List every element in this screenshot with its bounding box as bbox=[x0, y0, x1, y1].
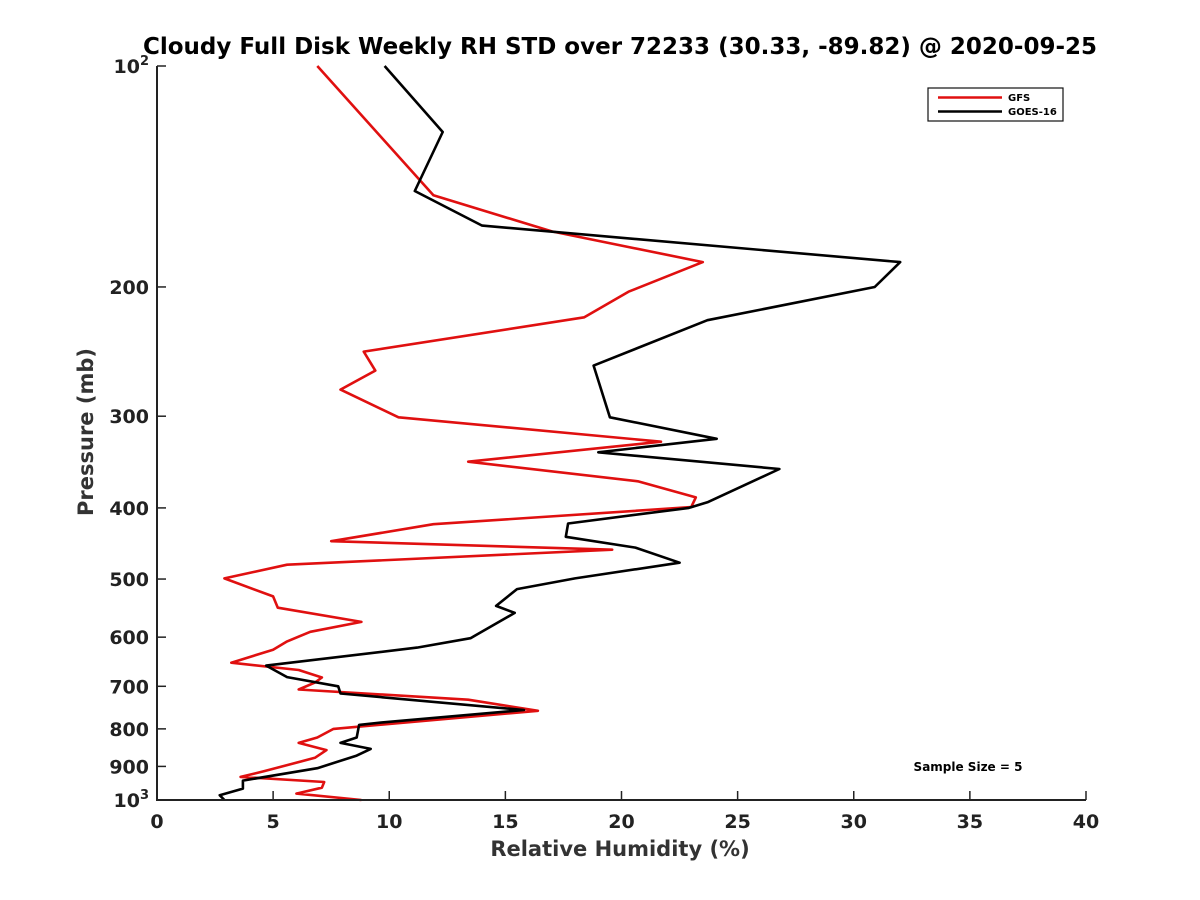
legend-box bbox=[927, 87, 1064, 122]
sample-size-annotation: Sample Size = 5 bbox=[914, 760, 1023, 774]
y-tick-label: 400 bbox=[109, 498, 149, 520]
legend-label-gfs: GFS bbox=[1008, 93, 1030, 104]
legend: GFS GOES-16 bbox=[927, 87, 1064, 122]
y-tick-label: 200 bbox=[109, 277, 149, 299]
x-tick-label: 5 bbox=[267, 811, 280, 833]
y-tick-label: 900 bbox=[109, 756, 149, 778]
series-layer bbox=[218, 65, 902, 802]
plot-area: 0 5 10 15 20 25 30 35 40 10220030040050060070080… bbox=[109, 54, 1099, 833]
y-tick-label: 800 bbox=[109, 719, 149, 741]
x-tick-label: 15 bbox=[492, 811, 518, 833]
x-axis-ticks: 0 5 10 15 20 25 30 35 40 bbox=[150, 791, 1099, 833]
y-tick-label: 500 bbox=[109, 569, 149, 591]
series-line-goes-16 bbox=[218, 65, 902, 801]
chart-title: Cloudy Full Disk Weekly RH STD over 7223… bbox=[143, 34, 1097, 60]
x-tick-label: 20 bbox=[608, 811, 634, 833]
x-tick-label: 25 bbox=[724, 811, 750, 833]
x-tick-label: 40 bbox=[1073, 811, 1099, 833]
x-tick-label: 0 bbox=[150, 811, 163, 833]
x-tick-label: 30 bbox=[841, 811, 867, 833]
y-tick-label: 300 bbox=[109, 406, 149, 428]
x-axis-label: Relative Humidity (%) bbox=[490, 837, 749, 861]
x-tick-label: 35 bbox=[957, 811, 983, 833]
y-axis-label: Pressure (mb) bbox=[74, 348, 98, 516]
series-line-gfs bbox=[223, 65, 705, 802]
legend-label-goes-16: GOES-16 bbox=[1008, 107, 1057, 118]
y-tick-label: 700 bbox=[109, 676, 149, 698]
x-tick-label: 10 bbox=[376, 811, 402, 833]
y-tick-label: 600 bbox=[109, 627, 149, 649]
